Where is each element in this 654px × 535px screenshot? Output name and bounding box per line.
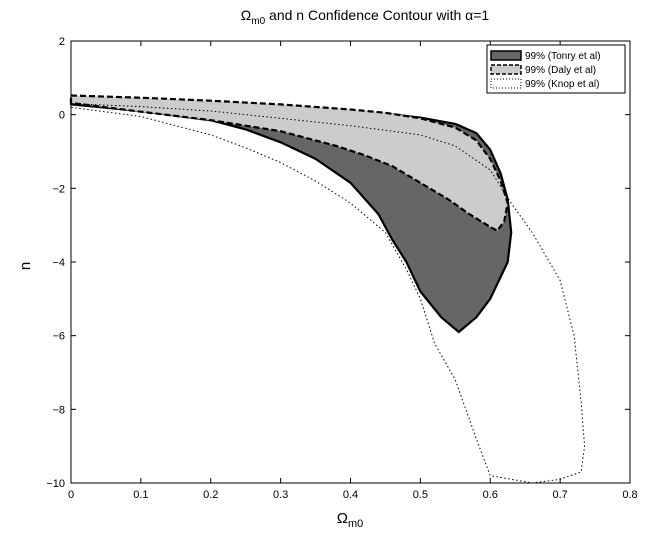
legend-swatch-3	[490, 78, 522, 89]
legend: 99% (Tonry et al) 99% (Daly et al) 99% (Kn…	[486, 44, 626, 94]
x-axis-label: Ωm0	[337, 510, 364, 530]
x-tick-label: 0.7	[552, 489, 567, 501]
y-tick-label: −8	[52, 404, 65, 416]
legend-label-3: 99% (Knop et al)	[525, 79, 600, 90]
legend-swatch-2	[490, 64, 522, 75]
x-tick-label: 0.6	[483, 489, 498, 501]
y-tick-label: 2	[59, 36, 65, 48]
y-tick-label: −6	[52, 331, 65, 343]
y-tick-label: 0	[59, 110, 65, 122]
chart-title: Ωm0 and n Confidence Contour with α=1	[241, 7, 490, 27]
x-tick-label: 0.8	[622, 489, 637, 501]
contour-3	[70, 103, 586, 484]
x-tick-label: 0.1	[133, 489, 148, 501]
series-layer	[69, 94, 586, 484]
x-tick-label: 0.2	[203, 489, 218, 501]
y-axis-label: n	[17, 262, 34, 270]
legend-label-1: 99% (Tonry et al)	[525, 51, 601, 62]
x-tick-label: 0.5	[413, 489, 428, 501]
x-tick-label: 0.4	[343, 489, 358, 501]
tick-layer: 0 0.1 0.2 0.3 0.4 0.5 0.6 0.7 0.8 2 0 −2 −4 −6 −8 −10	[46, 36, 637, 501]
contour-2	[69, 94, 509, 232]
x-tick-label: 0	[68, 489, 74, 501]
y-tick-label: −10	[46, 478, 65, 490]
y-tick-label: −4	[52, 257, 65, 269]
legend-label-2: 99% (Daly et al)	[525, 65, 596, 76]
x-tick-label: 0.3	[273, 489, 288, 501]
legend-swatch-1	[490, 50, 522, 61]
y-tick-label: −2	[52, 183, 65, 195]
